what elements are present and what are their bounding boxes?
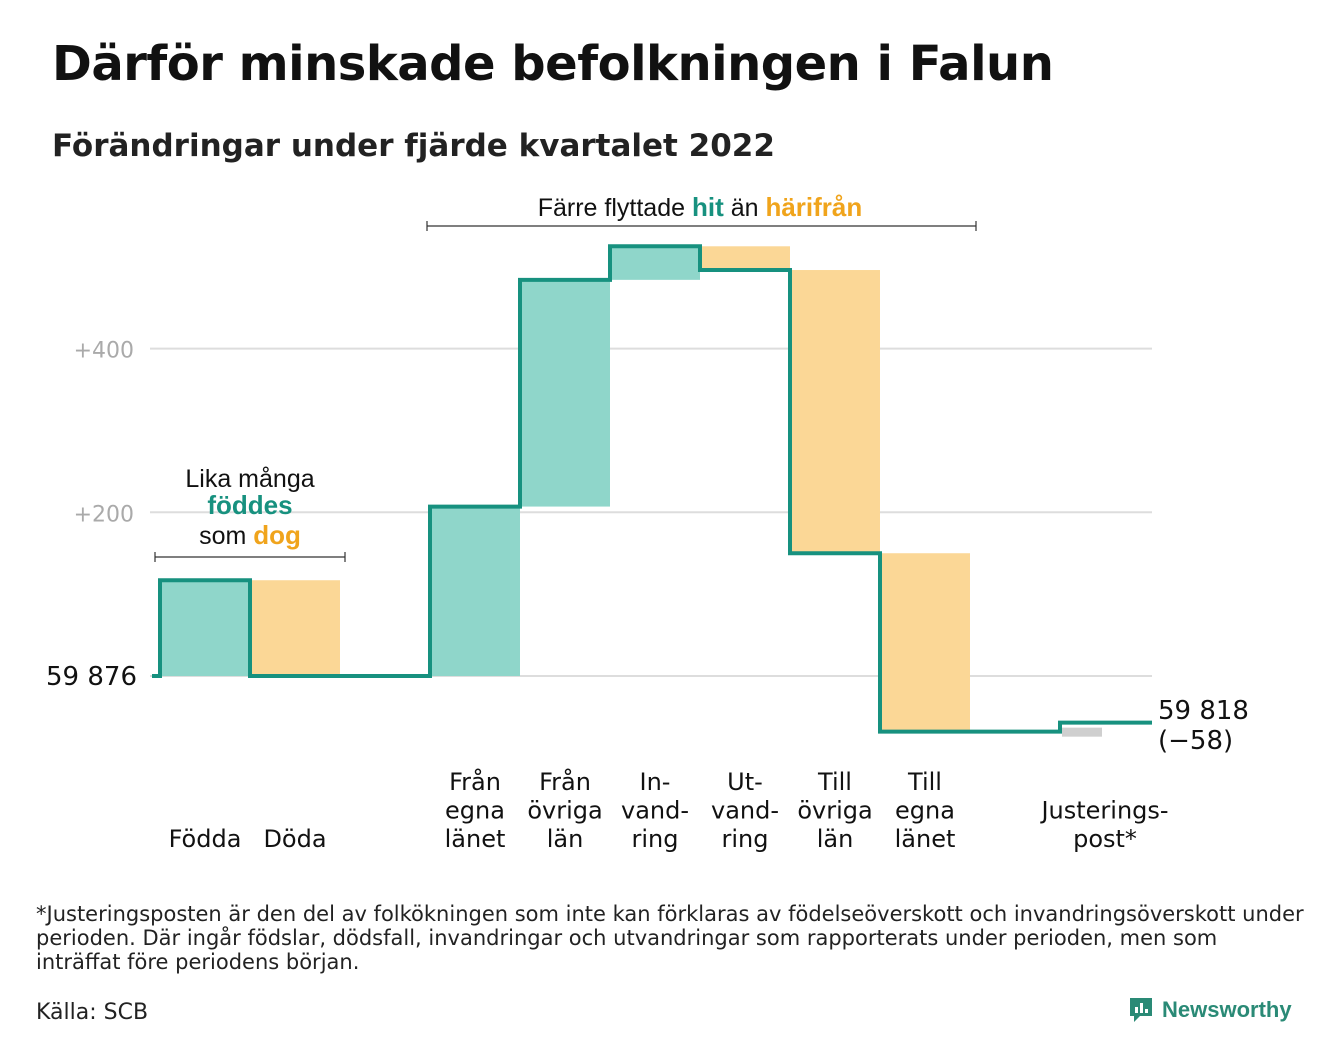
x-tick-label: län bbox=[547, 825, 584, 853]
annotation-mid: än bbox=[731, 194, 759, 222]
bar-inflow bbox=[610, 246, 700, 280]
x-tick-label: In- bbox=[640, 768, 671, 796]
running-total-line bbox=[152, 244, 1152, 734]
migration-annotation-text: Färre flyttade hit än härifrån bbox=[538, 192, 863, 222]
end-value-label: 59 818 bbox=[1158, 696, 1249, 726]
end-change-label: (−58) bbox=[1158, 726, 1233, 756]
brand-logo[interactable]: Newsworthy bbox=[1128, 996, 1292, 1024]
x-tick-label: Från bbox=[539, 767, 591, 796]
x-tick-label: Döda bbox=[263, 825, 326, 853]
annotation-from-here-word: härifrån bbox=[765, 192, 862, 222]
bar-outflow bbox=[790, 270, 880, 554]
brand-name: Newsworthy bbox=[1162, 997, 1292, 1022]
x-tick-label: Justerings- bbox=[1039, 797, 1168, 825]
footnote: *Justeringsposten är den del av folkökni… bbox=[36, 902, 1304, 974]
bar-adjust bbox=[1062, 727, 1102, 737]
annotation-born-word: föddes bbox=[207, 490, 292, 520]
bar-outflow bbox=[250, 580, 340, 676]
migration-annotation: Färre flyttade hit än härifrån bbox=[426, 192, 977, 231]
x-tick-label: Från bbox=[449, 767, 501, 796]
x-tick-label: länet bbox=[445, 825, 506, 853]
chart-subtitle: Förändringar under fjärde kvartalet 2022 bbox=[52, 128, 775, 164]
y-tick-label: +200 bbox=[74, 502, 134, 527]
bar-inflow bbox=[430, 506, 520, 676]
x-tick-label: vand- bbox=[711, 797, 779, 825]
chart-title: Därför minskade befolkningen i Falun bbox=[52, 36, 1054, 92]
y-tick-label: +400 bbox=[74, 339, 134, 364]
x-tick-label: län bbox=[817, 825, 854, 853]
newsworthy-logo-icon bbox=[1130, 998, 1152, 1022]
x-tick-label: post* bbox=[1073, 825, 1137, 853]
x-tick-label: Till bbox=[907, 768, 942, 796]
births-deaths-annotation: Lika många föddes som dog bbox=[154, 465, 346, 562]
x-tick-label: ring bbox=[632, 825, 679, 853]
x-tick-label: egna bbox=[445, 797, 505, 825]
bars bbox=[152, 244, 1152, 737]
annotation-died-word: dog bbox=[253, 520, 301, 550]
y-axis-ticks: +400 +200 59 876 bbox=[46, 339, 137, 692]
annotation-pre: som bbox=[199, 522, 246, 550]
annotation-line3: som dog bbox=[199, 520, 301, 550]
x-axis-labels: Födda DödaFrånegnalänetFrånövrigalänIn-va… bbox=[169, 767, 1169, 853]
annotation-pre: Färre flyttade bbox=[538, 194, 685, 222]
x-tick-label: övriga bbox=[527, 797, 602, 825]
bar-outflow bbox=[880, 553, 970, 732]
x-tick-label: ring bbox=[722, 825, 769, 853]
x-tick-label: vand- bbox=[621, 797, 689, 825]
bar-outflow bbox=[700, 246, 790, 271]
annotation-here-word: hit bbox=[692, 192, 724, 222]
annotation-line1: Lika många bbox=[185, 465, 314, 493]
x-tick-label: Ut- bbox=[727, 768, 763, 796]
x-tick-label: Till bbox=[817, 768, 852, 796]
x-tick-label: egna bbox=[895, 797, 955, 825]
bar-inflow bbox=[520, 279, 610, 507]
source-label: Källa: SCB bbox=[36, 1000, 149, 1025]
x-tick-label: länet bbox=[895, 825, 956, 853]
x-tick-label: Födda bbox=[169, 825, 242, 853]
y-tick-label-start: 59 876 bbox=[46, 662, 137, 692]
bar-inflow bbox=[160, 580, 250, 676]
end-value-labels: 59 818 (−58) bbox=[1158, 696, 1249, 756]
x-tick-label: övriga bbox=[797, 797, 872, 825]
